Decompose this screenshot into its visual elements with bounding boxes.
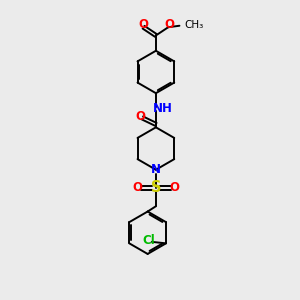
Text: O: O <box>132 182 142 194</box>
Text: O: O <box>164 18 174 31</box>
Text: N: N <box>151 163 161 176</box>
Text: O: O <box>135 110 145 123</box>
Text: Cl: Cl <box>142 234 155 247</box>
Text: O: O <box>169 182 179 194</box>
Text: CH₃: CH₃ <box>185 20 204 30</box>
Text: O: O <box>138 18 148 32</box>
Text: S: S <box>151 181 161 196</box>
Text: NH: NH <box>152 102 172 115</box>
